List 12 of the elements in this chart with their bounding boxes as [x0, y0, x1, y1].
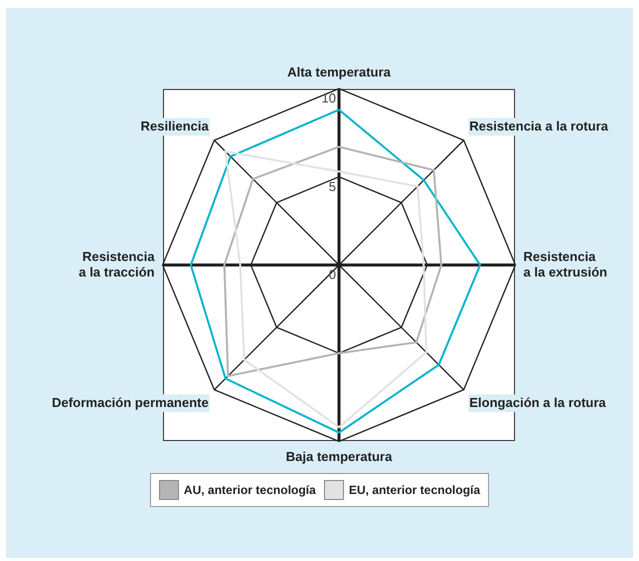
legend-label: AU, anterior tecnología — [184, 483, 316, 497]
spoke-label: Resistencia a la rotura — [469, 118, 609, 134]
spoke-label: Resistencia a la extrusión — [523, 248, 608, 280]
y-tick-label: 5 — [328, 178, 336, 194]
spoke-label: Baja temperatura — [286, 448, 393, 464]
spoke-label: Resistencia a la tracción — [78, 248, 156, 280]
spoke-label: Alta temperatura — [287, 64, 392, 80]
y-tick-label: 10 — [322, 90, 336, 106]
spoke-label: Deformación permanente — [52, 394, 209, 410]
spoke-label: Elongación a la rotura — [469, 394, 607, 410]
spoke-label: Resiliencia — [140, 118, 210, 134]
legend-label: EU, anterior tecnología — [348, 483, 480, 497]
